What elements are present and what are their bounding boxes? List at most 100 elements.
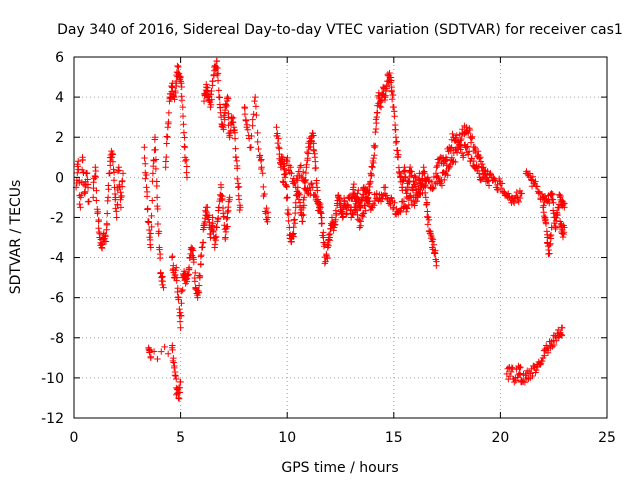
data-point xyxy=(324,255,331,262)
data-point xyxy=(392,134,400,141)
data-point xyxy=(215,204,223,211)
data-point xyxy=(518,190,525,197)
data-point xyxy=(165,109,173,117)
data-point xyxy=(424,174,432,181)
data-point xyxy=(303,161,310,168)
data-point xyxy=(153,194,161,201)
data-point xyxy=(429,185,436,193)
data-point xyxy=(302,169,310,177)
data-point xyxy=(231,129,239,136)
data-point xyxy=(178,312,185,320)
data-point xyxy=(83,169,91,177)
data-point xyxy=(303,148,311,156)
data-point xyxy=(504,365,511,372)
data-point xyxy=(460,152,467,159)
data-point xyxy=(254,129,261,137)
data-point xyxy=(226,194,233,201)
x-tick-label: 5 xyxy=(176,430,185,446)
data-point xyxy=(513,188,521,196)
data-point xyxy=(554,334,562,341)
data-point xyxy=(247,144,255,151)
data-point xyxy=(287,164,294,171)
data-point xyxy=(78,191,85,199)
data-point xyxy=(222,101,229,108)
data-point xyxy=(224,95,232,102)
data-point xyxy=(174,62,181,70)
data-point xyxy=(506,372,514,380)
data-point xyxy=(155,230,162,237)
data-point xyxy=(333,211,340,219)
data-point xyxy=(496,175,503,183)
data-point xyxy=(368,163,375,170)
grid-lines xyxy=(74,57,607,418)
data-point xyxy=(243,121,251,128)
data-point xyxy=(250,111,257,118)
data-point xyxy=(234,184,242,191)
data-point xyxy=(85,198,93,205)
data-point xyxy=(412,179,420,186)
data-point xyxy=(275,144,282,151)
data-point xyxy=(151,134,159,141)
data-point xyxy=(475,163,482,170)
data-point xyxy=(411,202,418,209)
data-point xyxy=(152,146,159,153)
data-point xyxy=(84,184,92,191)
data-point xyxy=(340,194,348,202)
data-point xyxy=(208,96,215,103)
data-point xyxy=(293,175,300,183)
data-point xyxy=(144,205,151,212)
data-point xyxy=(375,89,383,96)
data-point xyxy=(467,139,475,146)
data-point xyxy=(316,200,324,208)
data-point xyxy=(275,135,282,142)
data-point xyxy=(110,177,118,184)
data-point xyxy=(520,378,527,385)
data-point xyxy=(494,186,502,194)
data-point xyxy=(463,144,470,151)
data-point xyxy=(176,305,183,313)
data-point xyxy=(291,216,298,223)
x-tick-label: 20 xyxy=(491,430,509,446)
data-point xyxy=(175,394,182,402)
data-point xyxy=(307,143,314,151)
data-point xyxy=(394,147,401,154)
data-point xyxy=(224,223,231,230)
y-axis-label: SDTVAR / TECUs xyxy=(8,180,24,295)
data-point xyxy=(142,175,149,182)
data-point xyxy=(154,220,162,228)
data-point xyxy=(556,191,563,198)
data-point xyxy=(252,93,259,101)
data-point xyxy=(163,140,170,147)
data-point xyxy=(224,208,231,216)
data-point xyxy=(352,200,360,207)
data-point xyxy=(179,112,187,120)
data-point xyxy=(310,132,317,139)
data-point xyxy=(309,184,316,191)
data-point xyxy=(178,83,185,91)
data-point xyxy=(219,195,226,203)
data-point xyxy=(146,347,153,354)
data-point xyxy=(106,169,114,177)
data-point xyxy=(547,231,555,239)
data-point xyxy=(114,201,121,208)
data-point xyxy=(413,197,421,205)
data-point xyxy=(237,204,244,211)
data-point xyxy=(156,254,164,262)
data-point xyxy=(387,201,394,209)
data-point xyxy=(529,372,536,380)
data-point xyxy=(220,112,228,119)
data-point xyxy=(177,378,184,386)
data-point xyxy=(315,199,323,206)
data-point xyxy=(362,207,369,214)
data-point xyxy=(374,109,381,117)
data-point xyxy=(455,139,462,146)
data-point xyxy=(557,192,564,200)
data-point xyxy=(159,278,166,285)
data-point xyxy=(297,162,305,169)
data-point xyxy=(104,210,111,217)
data-point xyxy=(391,199,398,206)
data-point xyxy=(288,238,295,246)
data-point xyxy=(482,171,490,179)
data-point xyxy=(223,215,230,223)
data-point xyxy=(280,179,287,186)
